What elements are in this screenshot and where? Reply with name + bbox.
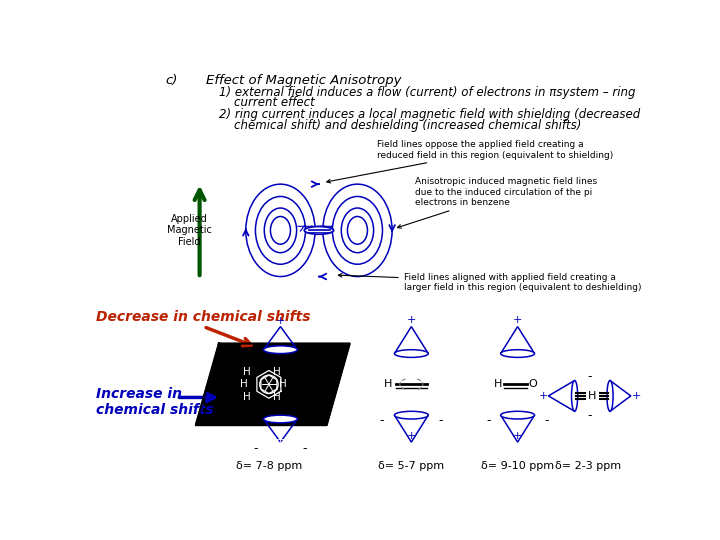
Text: -: -: [438, 414, 443, 427]
Text: +: +: [407, 315, 416, 326]
Text: Effect of Magnetic Anisotropy: Effect of Magnetic Anisotropy: [206, 74, 401, 87]
Ellipse shape: [395, 411, 428, 419]
Text: -: -: [253, 442, 258, 455]
Text: Decrease in chemical shifts: Decrease in chemical shifts: [96, 309, 310, 323]
Text: O: O: [528, 379, 537, 389]
Text: +: +: [407, 431, 416, 441]
Text: Field lines aligned with applied field creating a
larger field in this region (e: Field lines aligned with applied field c…: [338, 273, 641, 292]
Text: 2) ring current induces a local magnetic field with shielding (decreased: 2) ring current induces a local magnetic…: [219, 108, 640, 121]
Text: +: +: [276, 435, 285, 445]
Text: H: H: [273, 392, 281, 402]
Text: -: -: [588, 409, 593, 422]
Text: H: H: [384, 379, 392, 389]
Text: H: H: [243, 392, 251, 402]
Text: chemical shift) and deshielding (increased chemical shifts): chemical shift) and deshielding (increas…: [234, 119, 582, 132]
Text: current effect: current effect: [234, 96, 315, 110]
Text: H: H: [279, 379, 287, 389]
Text: Increase in
chemical shifts: Increase in chemical shifts: [96, 387, 213, 417]
Text: δ= 5-7 ppm: δ= 5-7 ppm: [378, 461, 444, 471]
Text: H: H: [588, 391, 596, 401]
Text: c): c): [165, 74, 177, 87]
Text: Anisotropic induced magnetic field lines
due to the induced circulation of the p: Anisotropic induced magnetic field lines…: [397, 178, 598, 228]
Ellipse shape: [607, 381, 613, 411]
Text: +: +: [276, 316, 285, 326]
Ellipse shape: [264, 415, 297, 423]
Text: -: -: [486, 414, 490, 427]
Text: Field lines oppose the applied field creating a
reduced field in this region (eq: Field lines oppose the applied field cre…: [327, 140, 613, 183]
Text: +: +: [513, 431, 522, 441]
Text: +: +: [631, 391, 641, 401]
Text: +: +: [539, 391, 549, 401]
Text: H: H: [273, 367, 281, 377]
Text: 1) external field induces a flow (current) of electrons in πsystem – ring: 1) external field induces a flow (curren…: [219, 85, 635, 99]
Text: H: H: [240, 379, 248, 389]
Text: H: H: [493, 379, 502, 389]
Ellipse shape: [395, 350, 428, 357]
Ellipse shape: [572, 381, 577, 411]
Text: -: -: [303, 442, 307, 455]
Polygon shape: [196, 343, 350, 425]
Text: -: -: [544, 414, 549, 427]
Text: +: +: [513, 315, 522, 326]
Text: δ= 7-8 ppm: δ= 7-8 ppm: [235, 461, 302, 471]
Ellipse shape: [500, 411, 534, 419]
Ellipse shape: [305, 226, 333, 234]
Text: δ= 9-10 ppm: δ= 9-10 ppm: [481, 461, 554, 471]
Text: H: H: [243, 367, 251, 377]
Text: -: -: [380, 414, 384, 427]
Text: Applied
Magnetic
Field: Applied Magnetic Field: [167, 214, 212, 247]
Text: δ= 2-3 ppm: δ= 2-3 ppm: [555, 461, 621, 471]
Ellipse shape: [264, 346, 297, 354]
Text: -: -: [588, 370, 593, 383]
Ellipse shape: [500, 350, 534, 357]
